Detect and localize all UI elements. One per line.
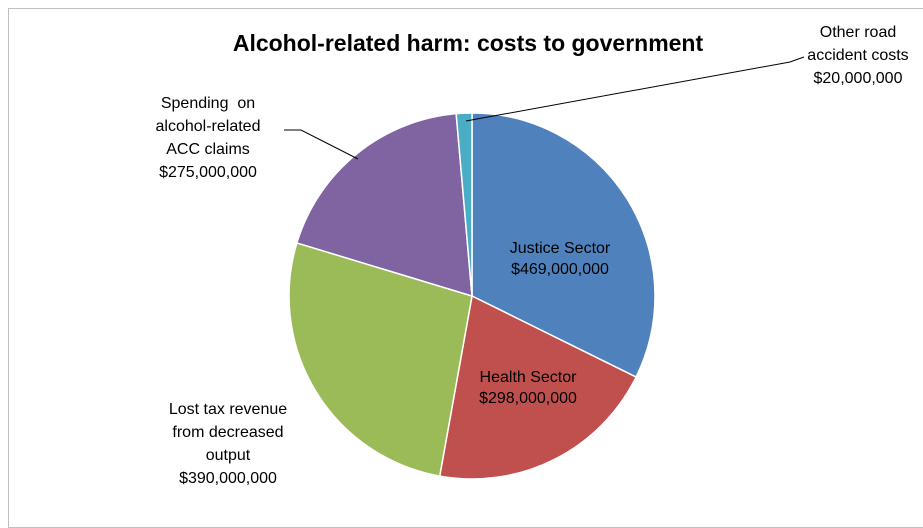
data-label-line: from decreased xyxy=(172,424,283,441)
data-label-line: Health Sector xyxy=(480,369,578,386)
pie-slice-lost-tax-revenue-from-decreased-output xyxy=(288,241,473,478)
data-label-health-sector: Health Sector $298,000,000 xyxy=(479,369,577,407)
leader-lines xyxy=(284,56,805,160)
data-label-line: $298,000,000 xyxy=(479,390,577,407)
data-label-lost-tax-revenue-from-decreased-output: Lost tax revenue from decreased output $390… xyxy=(169,401,287,487)
pie-slice-other-road-accident-costs xyxy=(455,112,473,297)
pie-slice-health-sector xyxy=(438,294,638,480)
data-label-other-road-accident-costs: Other road accident costs $20,000,000 xyxy=(807,24,908,87)
pie-slice-justice-sector xyxy=(471,112,656,379)
data-label-justice-sector: Justice Sector $469,000,000 xyxy=(510,240,611,278)
data-label-line: $275,000,000 xyxy=(159,164,257,181)
data-label-line: accident costs xyxy=(807,47,908,64)
data-label-line: $20,000,000 xyxy=(814,70,903,87)
data-label-line: Other road xyxy=(820,24,896,41)
chart-title: Alcohol-related harm: costs to governmen… xyxy=(233,30,704,56)
data-label-line: Spending on xyxy=(161,95,255,112)
pie-slices xyxy=(288,112,656,480)
slice-labels: Justice Sector $469,000,000 Health Sector $… xyxy=(156,24,909,487)
data-label-line: Justice Sector xyxy=(510,240,611,257)
data-label-line: $469,000,000 xyxy=(511,261,609,278)
data-label-line: alcohol-related xyxy=(156,118,261,135)
data-label-line: Lost tax revenue xyxy=(169,401,287,418)
data-label-line: $390,000,000 xyxy=(179,470,277,487)
pie-slice-spending-on-alcohol-related-acc-claims xyxy=(295,112,473,298)
leader-line-spending-on-alcohol-related-acc-claims xyxy=(284,129,359,160)
leader-line-other-road-accident-costs xyxy=(465,56,805,122)
data-label-spending-on-alcohol-related-acc-claims: Spending on alcohol-related ACC claims $275… xyxy=(156,95,261,181)
data-label-line: ACC claims xyxy=(166,141,250,158)
data-label-line: output xyxy=(206,447,251,464)
